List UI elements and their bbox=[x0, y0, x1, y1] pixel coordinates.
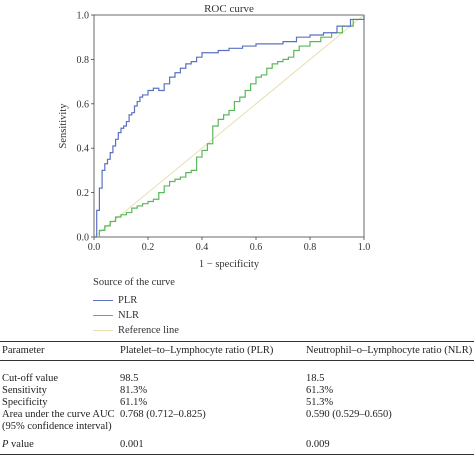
roc-chart: ROC curve Sensitivity 1 − specificity 0.… bbox=[58, 3, 371, 270]
legend-title: Source of the curve bbox=[93, 277, 175, 288]
results-table: Parameter Platelet–to–Lymphocyte ratio (… bbox=[0, 341, 474, 455]
y-tick-label: 0.8 bbox=[77, 55, 90, 66]
y-tick-label: 0.4 bbox=[77, 144, 90, 155]
row-label: Area under the curve AUC (95% confidence… bbox=[2, 409, 115, 432]
row-nlr-value: 51.3% bbox=[306, 397, 334, 408]
table-row: P value 0.001 0.009 bbox=[0, 439, 474, 455]
x-tick-label: 0.2 bbox=[142, 242, 155, 253]
table-row: Specificity 61.1% 51.3% bbox=[0, 397, 474, 409]
row-nlr-value: 0.590 (0.529–0.650) bbox=[306, 409, 392, 420]
row-plr-value: 98.5 bbox=[120, 373, 139, 384]
table-row: Sensitivity 81.3% 61.3% bbox=[0, 385, 474, 397]
series-line-nlr bbox=[94, 15, 365, 238]
x-tick-label: 0.4 bbox=[196, 242, 209, 253]
x-tick-label: 0.6 bbox=[250, 242, 263, 253]
legend-item-reference: Reference line bbox=[93, 323, 179, 338]
table-spacer bbox=[0, 361, 474, 374]
plot-frame bbox=[93, 14, 365, 238]
row-label: Sensitivity bbox=[2, 385, 47, 396]
row-plr-value: 0.001 bbox=[120, 439, 144, 450]
header-plr: Platelet–to–Lymphocyte ratio (PLR) bbox=[120, 345, 274, 356]
legend-label-nlr: NLR bbox=[118, 310, 139, 321]
y-tick-label: 1.0 bbox=[77, 11, 90, 22]
legend-label-plr: PLR bbox=[118, 295, 138, 306]
header-parameter: Parameter bbox=[2, 345, 45, 356]
table-row: Area under the curve AUC (95% confidence… bbox=[0, 409, 474, 433]
legend-swatch-plr bbox=[93, 300, 113, 301]
row-label: Cut-off value bbox=[2, 373, 59, 384]
x-tick-label: 0.8 bbox=[304, 242, 317, 253]
x-tick-label: 0.0 bbox=[88, 242, 101, 253]
table-header-row: Parameter Platelet–to–Lymphocyte ratio (… bbox=[0, 341, 474, 361]
row-nlr-value: 61.3% bbox=[306, 385, 334, 396]
row-plr-value: 0.768 (0.712–0.825) bbox=[120, 409, 206, 420]
legend-swatch-nlr bbox=[93, 315, 113, 316]
legend-swatch-reference bbox=[93, 330, 113, 331]
legend-item-nlr: NLR bbox=[93, 308, 179, 323]
row-label: P value bbox=[0, 439, 120, 455]
row-plr-value: 81.3% bbox=[120, 385, 148, 396]
x-tick-label: 1.0 bbox=[358, 242, 371, 253]
p-symbol: P bbox=[2, 439, 9, 450]
header-nlr: Neutrophil–o–Lymphocyte ratio (NLR) bbox=[306, 345, 473, 356]
legend-item-plr: PLR bbox=[93, 293, 179, 308]
row-label: Specificity bbox=[2, 397, 48, 408]
x-axis-label: 1 − specificity bbox=[199, 259, 260, 270]
series-line-plr bbox=[94, 15, 365, 238]
p-label-rest: value bbox=[8, 439, 34, 450]
row-nlr-value: 0.009 bbox=[306, 439, 330, 450]
series-line-reference-line bbox=[93, 14, 365, 238]
legend-label-reference: Reference line bbox=[118, 325, 179, 336]
y-axis-label: Sensitivity bbox=[58, 103, 69, 149]
chart-legend: Source of the curve PLR NLR Reference li… bbox=[93, 277, 179, 338]
row-plr-value: 61.1% bbox=[120, 397, 148, 408]
table-row: Cut-off value 98.5 18.5 bbox=[0, 373, 474, 385]
chart-title: ROC curve bbox=[204, 3, 254, 15]
y-tick-label: 0.2 bbox=[77, 188, 90, 199]
y-tick-label: 0.6 bbox=[77, 99, 90, 110]
y-tick-label: 0.0 bbox=[77, 233, 90, 244]
row-nlr-value: 18.5 bbox=[306, 373, 325, 384]
